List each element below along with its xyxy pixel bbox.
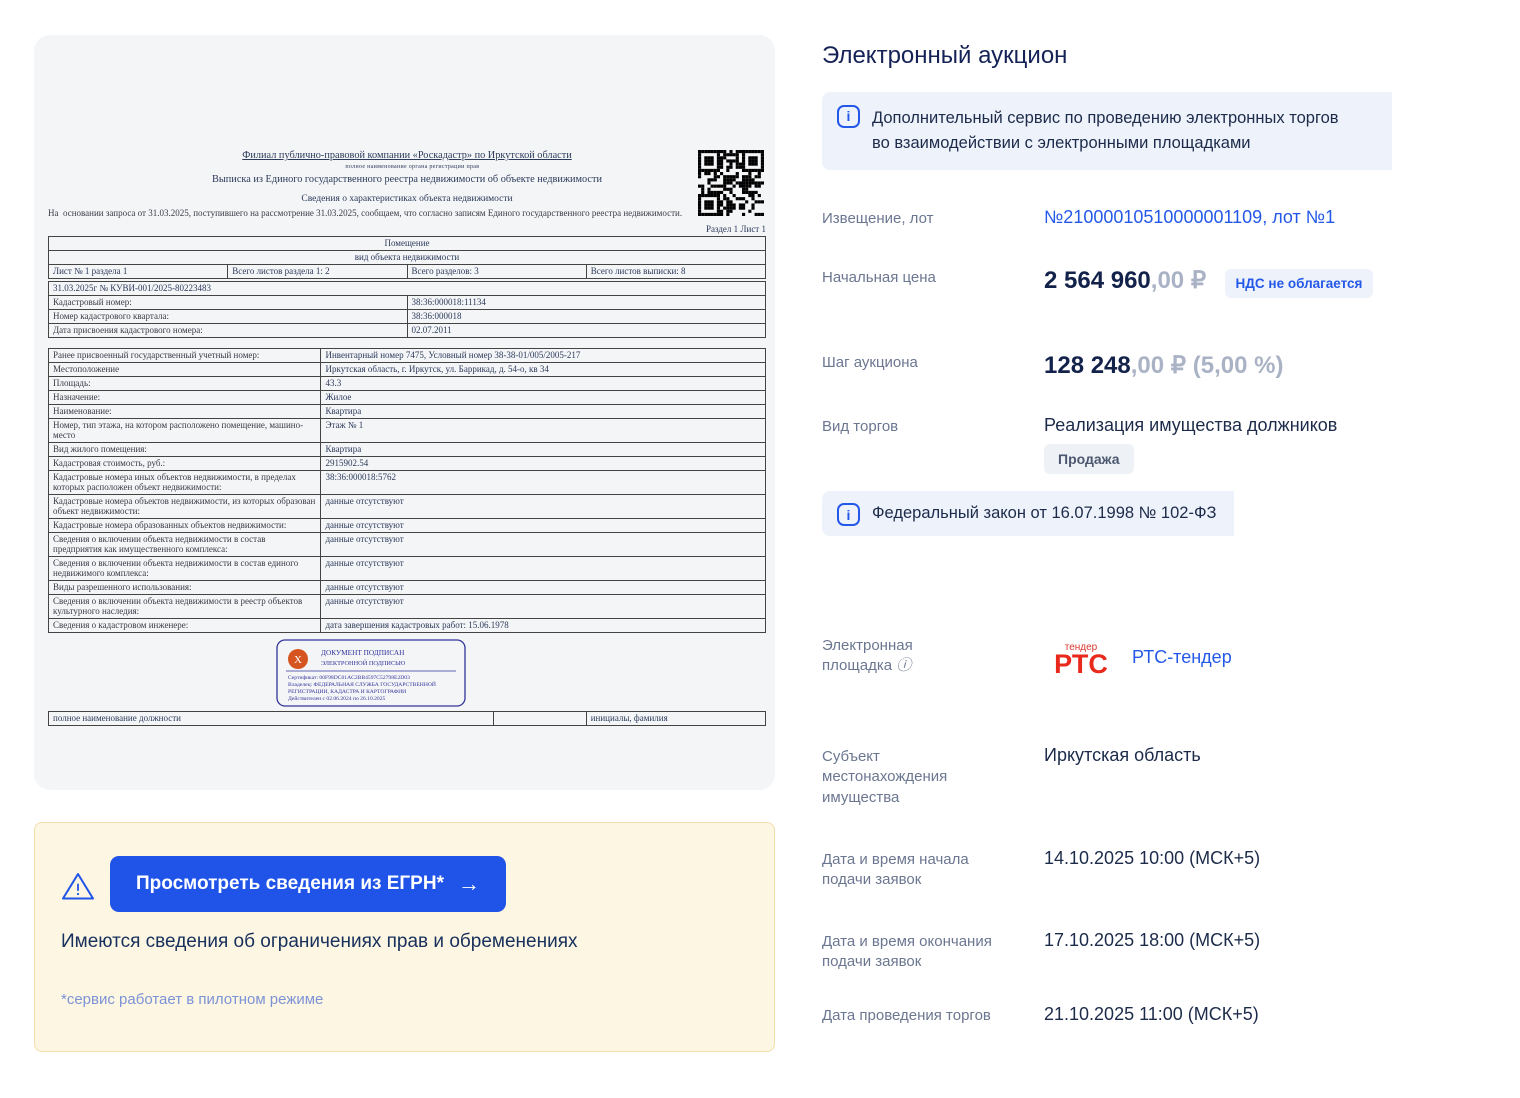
svg-text:ДОКУМЕНТ ПОДПИСАН: ДОКУМЕНТ ПОДПИСАН [321, 648, 405, 657]
svg-text:Действителен с 02.06.2024 по 2: Действителен с 02.06.2024 по 26.10.2025 [288, 695, 386, 702]
svg-text:Х: Х [294, 654, 302, 666]
svg-text:Владелец: ФЕДЕРАЛЬНАЯ СЛУЖБА Г: Владелец: ФЕДЕРАЛЬНАЯ СЛУЖБА ГОСУДАРСТВЕ… [288, 680, 436, 688]
svg-text:Сертификат: 00F98DC01AC2BB4597: Сертификат: 00F98DC01AC2BB4597C52798E2D0… [288, 674, 410, 681]
svg-text:РТС: РТС [1054, 649, 1108, 679]
svg-text:ЭЛЕКТРОННОЙ ПОДПИСЬЮ: ЭЛЕКТРОННОЙ ПОДПИСЬЮ [321, 659, 406, 667]
svg-text:РЕГИСТРАЦИИ, КАДАСТРА И КАРТОГ: РЕГИСТРАЦИИ, КАДАСТРА И КАРТОГРАФИИ [288, 689, 406, 695]
